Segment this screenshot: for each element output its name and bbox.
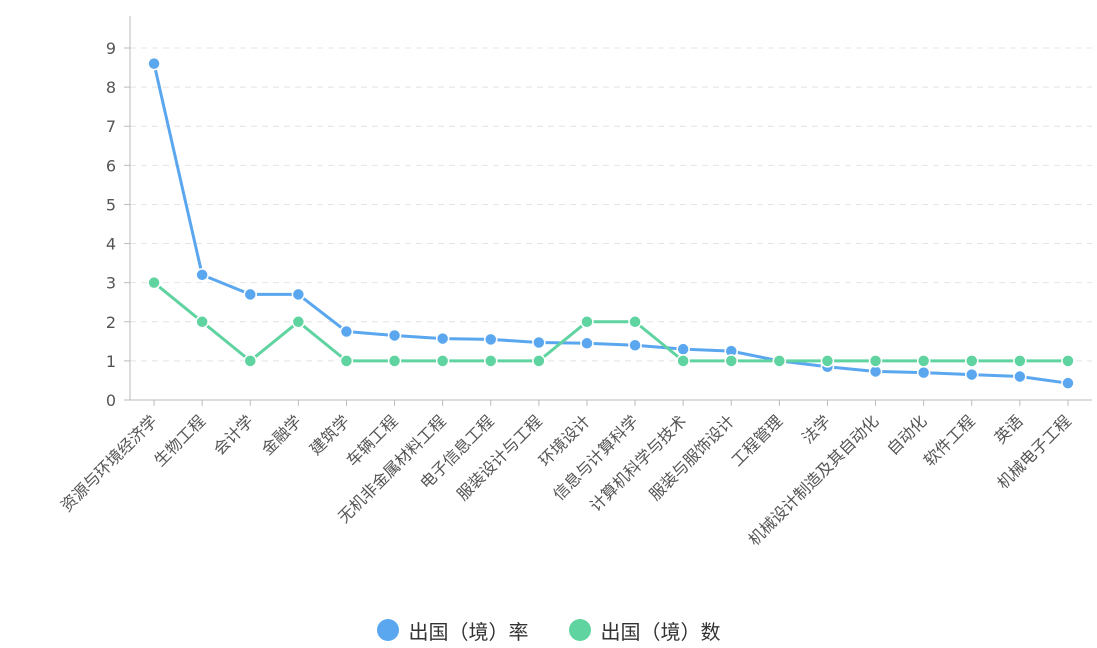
data-point-series-0[interactable] xyxy=(532,335,546,350)
legend-swatch-rate xyxy=(376,619,399,641)
data-point-series-1[interactable] xyxy=(916,354,931,368)
x-category-label: 建筑学 xyxy=(306,411,353,458)
data-point-series-0[interactable] xyxy=(195,268,209,282)
data-point-series-1[interactable] xyxy=(532,354,546,368)
data-point-series-0[interactable] xyxy=(484,332,498,347)
legend: 出国（境）率 出国（境）数 xyxy=(0,612,1097,648)
data-point-series-1[interactable] xyxy=(820,354,835,368)
y-tick-label: 8 xyxy=(106,78,116,97)
y-tick-label: 0 xyxy=(106,391,116,410)
x-category-label: 工程管理 xyxy=(727,411,786,470)
data-point-series-1[interactable] xyxy=(965,354,979,368)
y-tick-label: 5 xyxy=(106,195,116,214)
data-point-series-0[interactable] xyxy=(243,287,257,302)
data-point-series-0[interactable] xyxy=(628,338,642,352)
data-point-series-1[interactable] xyxy=(147,275,161,290)
data-point-series-1[interactable] xyxy=(1061,354,1075,368)
x-category-label: 服装设计与工程 xyxy=(453,411,546,504)
x-category-label: 软件工程 xyxy=(920,411,979,470)
legend-item-count[interactable]: 出国（境）数 xyxy=(568,616,721,645)
data-point-series-0[interactable] xyxy=(435,331,450,346)
legend-swatch-count xyxy=(568,619,591,641)
data-point-series-0[interactable] xyxy=(147,56,161,71)
data-point-series-1[interactable] xyxy=(435,354,450,368)
data-point-series-0[interactable] xyxy=(387,328,402,343)
series-line-0 xyxy=(152,63,1069,385)
legend-label-count: 出国（境）数 xyxy=(600,619,721,644)
y-tick-label: 7 xyxy=(106,117,116,136)
data-point-series-1[interactable] xyxy=(772,354,787,368)
data-point-series-1[interactable] xyxy=(628,315,642,329)
data-point-series-0[interactable] xyxy=(965,367,979,382)
legend-label-rate: 出国（境）率 xyxy=(408,619,529,644)
data-point-series-1[interactable] xyxy=(339,354,354,368)
data-point-series-1[interactable] xyxy=(676,354,690,368)
data-point-series-1[interactable] xyxy=(243,354,257,368)
y-tick-label: 2 xyxy=(106,313,116,332)
data-point-series-0[interactable] xyxy=(291,287,306,302)
data-point-series-1[interactable] xyxy=(195,315,209,329)
x-category-label: 法学 xyxy=(798,411,834,447)
data-point-series-1[interactable] xyxy=(291,315,306,329)
data-point-series-1[interactable] xyxy=(580,315,594,329)
x-category-label: 英语 xyxy=(991,411,1027,447)
data-point-series-1[interactable] xyxy=(484,354,498,368)
data-point-series-0[interactable] xyxy=(339,324,354,339)
x-category-label: 资源与环境经济学 xyxy=(57,411,161,515)
data-point-series-0[interactable] xyxy=(1061,376,1075,390)
data-point-series-1[interactable] xyxy=(724,354,738,368)
series-line-1 xyxy=(153,281,1068,363)
x-category-label: 服装与服饰设计 xyxy=(645,411,738,504)
data-point-series-0[interactable] xyxy=(580,336,594,351)
x-category-label: 会计学 xyxy=(210,411,257,458)
y-tick-label: 4 xyxy=(106,235,116,254)
legend-item-rate[interactable]: 出国（境）率 xyxy=(376,616,529,645)
data-point-series-0[interactable] xyxy=(676,342,690,356)
y-tick-label: 1 xyxy=(106,352,116,371)
data-point-series-0[interactable] xyxy=(1013,369,1027,384)
y-tick-label: 9 xyxy=(106,39,116,58)
y-tick-label: 3 xyxy=(106,274,116,293)
y-tick-label: 6 xyxy=(106,156,116,175)
x-category-label: 信息与计算科学 xyxy=(549,411,642,504)
x-category-label: 生物工程 xyxy=(150,411,209,470)
data-point-series-0[interactable] xyxy=(916,365,931,380)
data-point-series-1[interactable] xyxy=(387,354,402,368)
x-category-label: 自动化 xyxy=(883,411,930,458)
x-category-label: 金融学 xyxy=(258,411,305,458)
data-point-series-1[interactable] xyxy=(1013,354,1027,368)
data-point-series-1[interactable] xyxy=(868,354,883,368)
